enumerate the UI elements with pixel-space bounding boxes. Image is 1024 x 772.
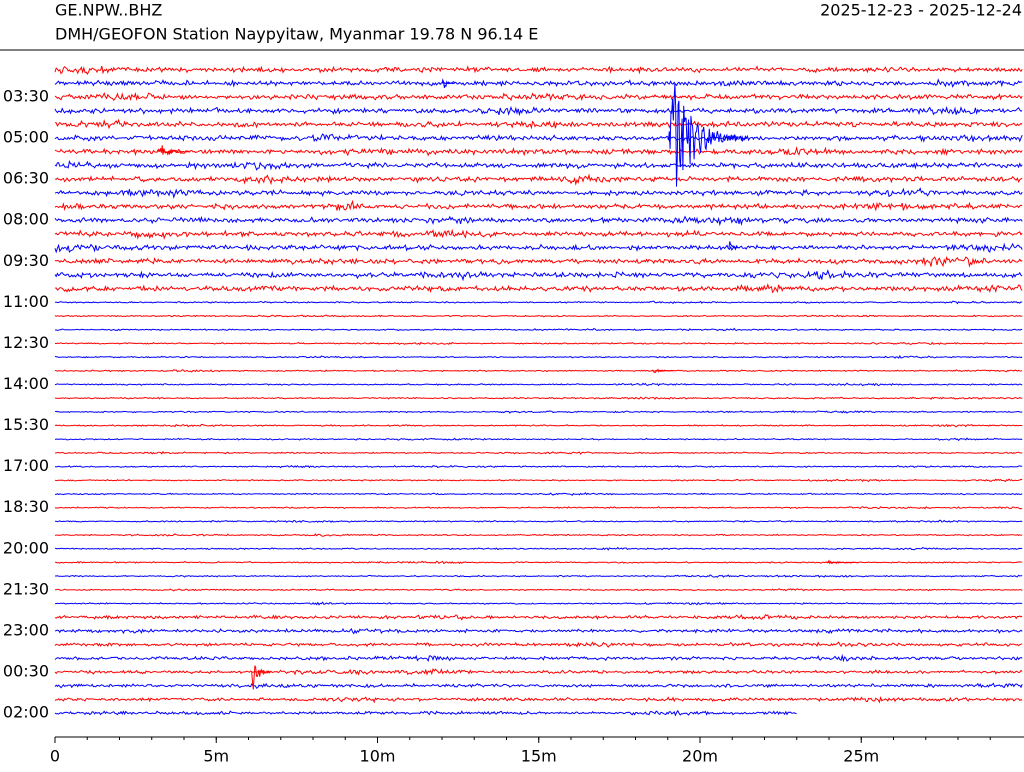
trace [54,478,1023,483]
chart-subtitle: DMH/GEOFON Station Naypyitaw, Myanmar 19… [55,25,538,44]
y-tick-label: 09:30 [3,251,49,270]
trace [54,159,1023,171]
trace [54,546,1023,551]
y-tick-label: 23:00 [3,620,49,639]
trace [54,614,1023,621]
event [651,368,674,373]
trace [54,105,1023,117]
trace [54,215,1023,227]
date-range: 2025-12-23 - 2025-12-24 [820,1,1022,20]
trace [54,269,1023,282]
trace [54,78,1023,88]
y-tick-label: 06:30 [3,169,49,188]
trace [54,396,1023,400]
trace [54,410,1023,414]
trace [54,695,1023,704]
trace [54,91,1023,102]
trace [54,574,1023,578]
x-tick-label: 5m [203,747,229,766]
chart-title: GE.NPW..BHZ [55,1,162,20]
trace [55,464,1023,469]
trace [55,601,1023,606]
trace [54,146,1023,157]
trace [54,437,1023,442]
trace [54,533,1023,537]
trace [54,242,1023,254]
x-tick-label: 15m [521,747,557,766]
trace [54,641,1023,648]
event [441,78,455,89]
trace [55,560,1023,565]
x-tick-label: 0 [50,747,60,766]
y-tick-label: 20:00 [3,538,49,557]
trace [55,492,1023,497]
traces [54,65,1023,717]
trace [54,187,1023,199]
trace [54,133,1023,143]
y-tick-label: 03:30 [3,86,49,105]
y-tick-label: 11:00 [3,292,49,311]
trace [54,450,1023,455]
x-tick-label: 20m [682,747,718,766]
trace [54,173,1023,186]
y-tick-label: 21:30 [3,579,49,598]
trace [54,382,1023,387]
trace [54,369,1023,373]
y-tick-label: 17:00 [3,456,49,475]
trace [54,283,1023,294]
trace [54,118,1023,130]
trace [54,256,1023,268]
x-tick-label: 10m [360,747,396,766]
y-tick-label: 12:30 [3,333,49,352]
event [251,665,272,690]
trace [54,314,1023,318]
trace [55,341,1023,346]
y-tick-label: 15:30 [3,415,49,434]
event [157,145,191,157]
trace [54,506,1023,510]
trace [54,199,1023,212]
event [667,83,749,187]
y-tick-label: 00:30 [3,661,49,680]
y-tick-label: 02:00 [3,703,49,722]
trace [55,588,1023,592]
trace [55,519,1023,524]
event [825,559,858,565]
trace [54,653,1023,663]
trace [54,228,1023,240]
x-tick-label: 25m [843,747,879,766]
y-tick-label: 05:00 [3,128,49,147]
y-tick-label: 08:00 [3,210,49,229]
y-tick-label: 14:00 [3,374,49,393]
event [728,241,739,249]
trace [54,65,1023,75]
trace [54,709,797,717]
trace [54,327,1023,332]
trace [54,682,1023,689]
trace [54,354,1023,359]
trace [54,667,1023,676]
trace [54,627,1023,635]
trace [54,423,1023,428]
y-tick-label: 18:30 [3,497,49,516]
trace [54,300,1023,305]
